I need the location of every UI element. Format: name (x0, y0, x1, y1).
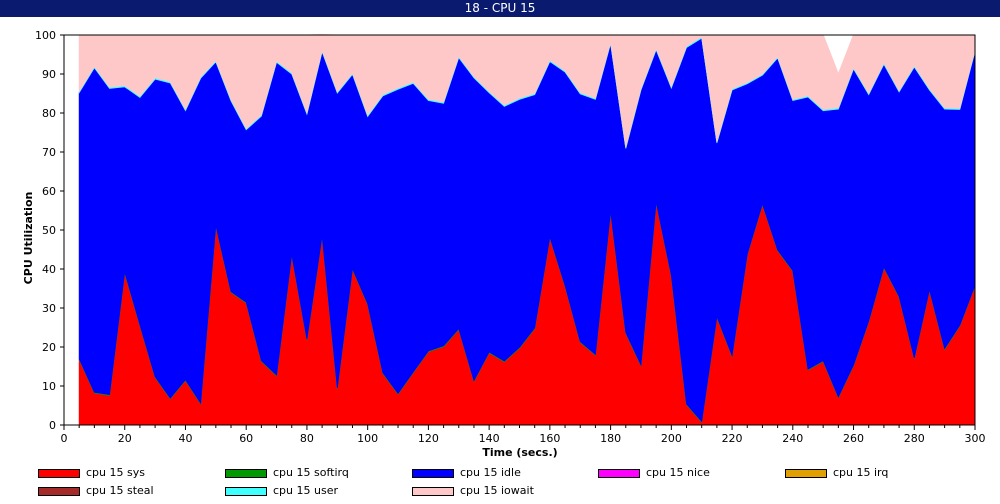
legend-swatch (412, 486, 454, 496)
legend-label: cpu 15 sys (86, 466, 145, 479)
legend-item: cpu 15 sys (38, 466, 145, 480)
legend-item: cpu 15 idle (412, 466, 521, 480)
legend-item: cpu 15 iowait (412, 484, 534, 498)
x-tick-label: 300 (965, 432, 986, 445)
legend-swatch (225, 486, 267, 496)
y-tick-label: 80 (42, 107, 56, 120)
x-tick-label: 20 (118, 432, 132, 445)
legend-label: cpu 15 user (273, 484, 338, 497)
y-tick-label: 100 (35, 29, 56, 42)
y-axis-label: CPU Utilization (22, 192, 35, 285)
y-tick-label: 90 (42, 68, 56, 81)
chart: 0 10 20 30 40 50 60 70 80 90 100 0 20 40 60 80 100 120 140… (22, 29, 986, 459)
legend-item: cpu 15 nice (598, 466, 710, 480)
plot-area (64, 34, 976, 426)
x-tick-label: 220 (722, 432, 743, 445)
legend-label: cpu 15 nice (646, 466, 710, 479)
x-tick-label: 260 (843, 432, 864, 445)
x-tick-label: 80 (300, 432, 314, 445)
legend-item: cpu 15 irq (785, 466, 888, 480)
legend-swatch (38, 486, 80, 496)
legend-item: cpu 15 user (225, 484, 338, 498)
legend-label: cpu 15 iowait (460, 484, 534, 497)
legend-swatch (785, 468, 827, 478)
y-tick-label: 20 (42, 341, 56, 354)
legend-label: cpu 15 steal (86, 484, 154, 497)
x-tick-label: 280 (904, 432, 925, 445)
x-tick-label: 60 (239, 432, 253, 445)
legend-swatch (412, 468, 454, 478)
x-tick-label: 100 (357, 432, 378, 445)
y-tick-label: 60 (42, 185, 56, 198)
x-axis-label: Time (secs.) (482, 446, 557, 459)
y-tick-label: 0 (49, 419, 56, 432)
x-tick-label: 200 (661, 432, 682, 445)
legend-label: cpu 15 idle (460, 466, 521, 479)
axes: 0 10 20 30 40 50 60 70 80 90 100 0 20 40 60 80 100 120 140… (35, 29, 986, 445)
x-tick-label: 160 (539, 432, 560, 445)
x-tick-label: 240 (782, 432, 803, 445)
y-tick-label: 10 (42, 380, 56, 393)
window-title-bar: 18 - CPU 15 (0, 0, 1000, 17)
chart-title: 18 - CPU 15 (464, 1, 536, 15)
legend-swatch (598, 468, 640, 478)
x-tick-label: 120 (418, 432, 439, 445)
y-tick-label: 30 (42, 302, 56, 315)
y-tick-label: 70 (42, 146, 56, 159)
y-tick-label: 50 (42, 224, 56, 237)
x-tick-label: 180 (600, 432, 621, 445)
x-tick-label: 40 (178, 432, 192, 445)
x-tick-label: 0 (61, 432, 68, 445)
legend-swatch (38, 468, 80, 478)
legend-label: cpu 15 irq (833, 466, 889, 479)
y-tick-label: 40 (42, 263, 56, 276)
legend-item: cpu 15 softirq (225, 466, 349, 480)
legend-swatch (225, 468, 267, 478)
legend-label: cpu 15 softirq (273, 466, 349, 479)
legend-item: cpu 15 steal (38, 484, 154, 498)
x-tick-label: 140 (479, 432, 500, 445)
